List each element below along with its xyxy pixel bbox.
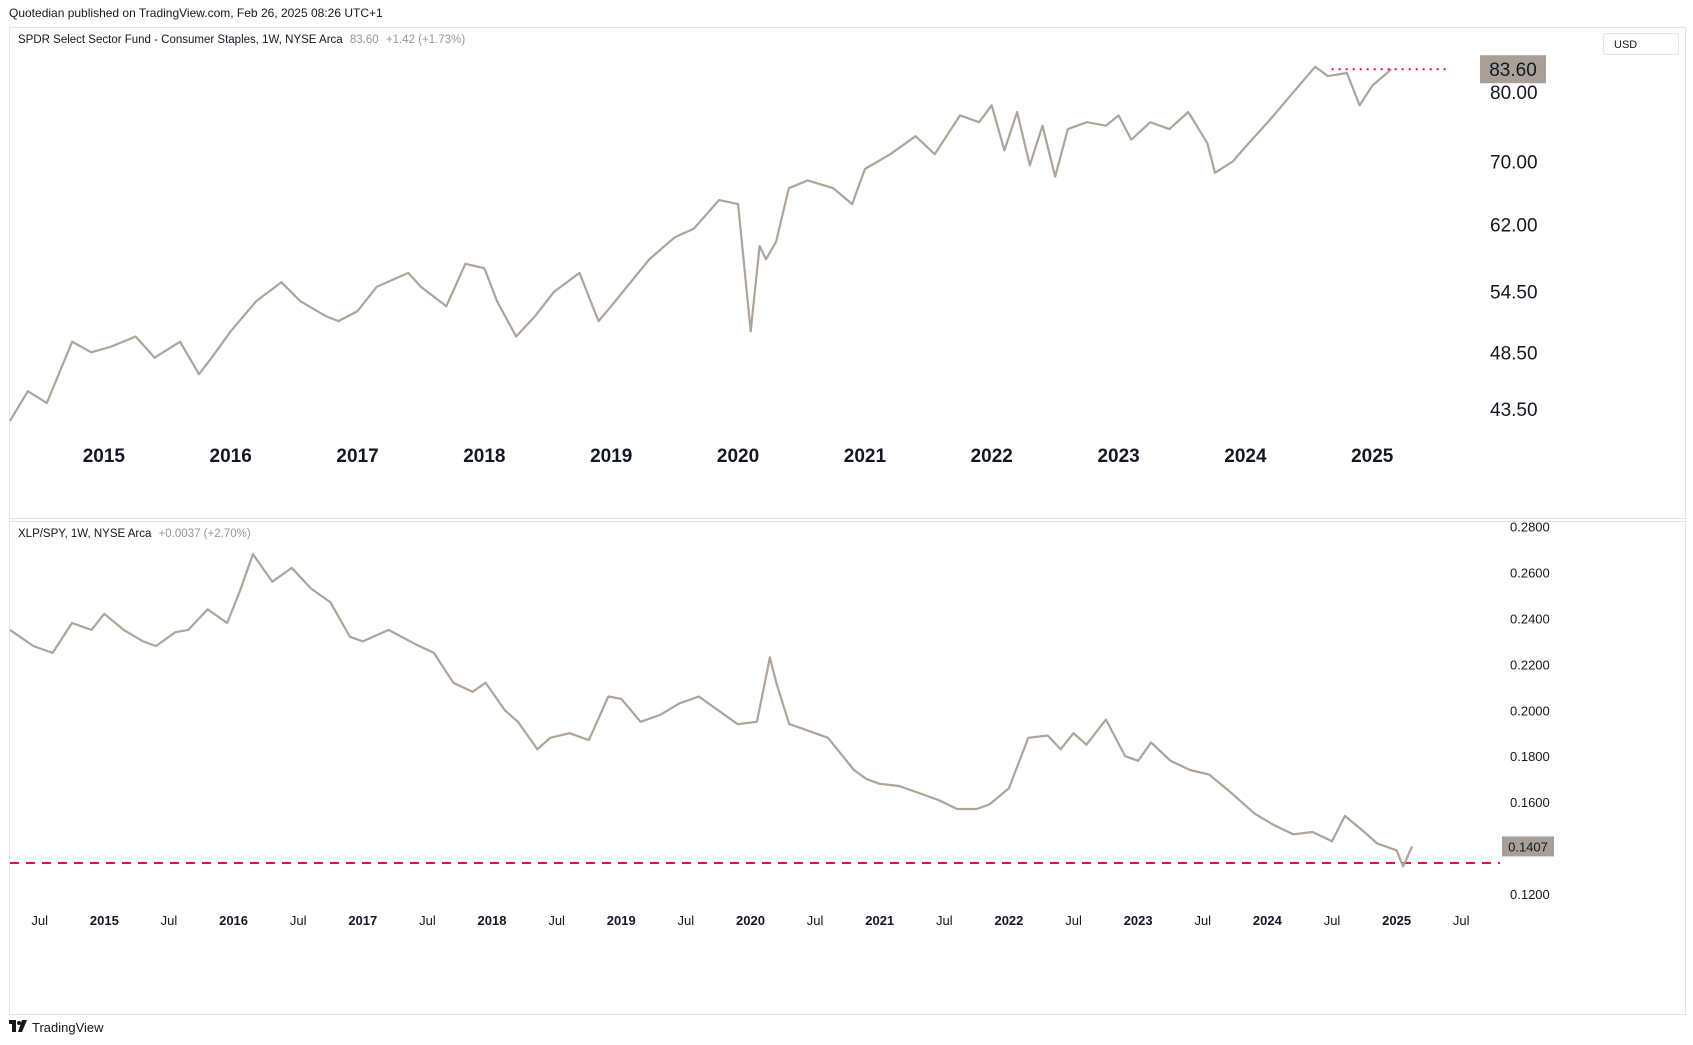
x-tick-label: 2018 <box>463 446 505 467</box>
y-tick-label: 0.1600 <box>1510 795 1550 810</box>
price-badge-label: 83.60 <box>1489 60 1537 81</box>
last-price: 83.60 <box>349 34 379 46</box>
x-tick-label: Jul <box>161 913 178 928</box>
x-tick-label: 2016 <box>219 913 248 928</box>
price-badge <box>1502 836 1554 857</box>
x-tick-label: 2022 <box>994 913 1023 928</box>
x-tick-label: 2017 <box>336 446 378 467</box>
y-tick-label: 0.2600 <box>1510 566 1550 581</box>
y-tick-label: 48.50 <box>1490 343 1538 364</box>
y-tick-label: 0.1200 <box>1510 887 1550 902</box>
y-tick-label: 0.2400 <box>1510 611 1550 626</box>
symbol-legend: SPDR Select Sector Fund - Consumer Stapl… <box>18 34 465 46</box>
x-tick-label: Jul <box>1065 913 1082 928</box>
x-tick-label: Jul <box>1194 913 1211 928</box>
ratio-chart-pane[interactable]: XLP/SPY, 1W, NYSE Arca +0.0037 (+2.70%) … <box>9 520 1686 1015</box>
x-tick-label: 2015 <box>83 446 126 467</box>
y-tick-label: 0.2800 <box>1510 520 1550 535</box>
x-tick-label: 2020 <box>736 913 765 928</box>
x-tick-label: 2017 <box>348 913 377 928</box>
x-tick-label: Jul <box>1324 913 1341 928</box>
x-tick-label: 2024 <box>1253 913 1283 928</box>
x-tick-label: 2018 <box>478 913 507 928</box>
price-chart-svg: 43.50 48.50 54.50 62.00 70.00 80.00 2015 2016 20… <box>9 55 1546 467</box>
x-tick-label: Jul <box>678 913 695 928</box>
x-tick-label: 2015 <box>90 913 119 928</box>
x-tick-label: 2023 <box>1124 913 1153 928</box>
x-tick-label: 2025 <box>1351 446 1394 467</box>
currency-selector[interactable]: USD <box>1603 33 1679 55</box>
x-tick-label: 2019 <box>607 913 636 928</box>
price-badge <box>1480 55 1546 84</box>
y-tick-label: 70.00 <box>1490 153 1538 174</box>
footer: TradingView <box>9 1019 104 1035</box>
ratio-legend: XLP/SPY, 1W, NYSE Arca +0.0037 (+2.70%) <box>18 528 251 540</box>
ratio-chart-svg: 0.12000.14000.16000.18000.20000.22000.24… <box>9 520 1554 928</box>
x-tick-label: 2021 <box>865 913 894 928</box>
x-tick-label: Jul <box>290 913 307 928</box>
x-tick-label: 2025 <box>1382 913 1411 928</box>
price-chart-pane[interactable]: SPDR Select Sector Fund - Consumer Stapl… <box>9 27 1686 519</box>
price-badge-label: 0.1407 <box>1508 839 1548 854</box>
footer-brand: TradingView <box>32 1019 104 1035</box>
publisher-credit: Quotedian published on TradingView.com, … <box>9 6 383 20</box>
ratio-change: +0.0037 (+2.70%) <box>158 528 251 540</box>
series-line <box>9 552 1414 868</box>
y-tick-label: 0.2000 <box>1510 703 1550 718</box>
y-tick-label: 62.00 <box>1490 216 1538 237</box>
x-tick-label: Jul <box>419 913 436 928</box>
x-tick-label: 2021 <box>844 446 887 467</box>
x-tick-label: Jul <box>1453 913 1470 928</box>
symbol-title: SPDR Select Sector Fund - Consumer Stapl… <box>18 34 343 46</box>
y-tick-label: 0.1800 <box>1510 749 1550 764</box>
x-tick-label: Jul <box>807 913 824 928</box>
x-tick-label: Jul <box>31 913 48 928</box>
y-tick-label: 80.00 <box>1490 83 1538 104</box>
x-tick-label: Jul <box>936 913 953 928</box>
x-tick-label: 2016 <box>210 446 252 467</box>
y-tick-label: 43.50 <box>1490 400 1538 421</box>
x-tick-label: 2020 <box>717 446 759 467</box>
x-tick-label: 2019 <box>590 446 632 467</box>
tradingview-logo-icon <box>9 1019 27 1035</box>
y-tick-label: 54.50 <box>1490 283 1538 304</box>
price-change: +1.42 (+1.73%) <box>385 34 466 46</box>
ratio-symbol-title: XLP/SPY, 1W, NYSE Arca <box>18 528 152 540</box>
y-tick-label: 0.2200 <box>1510 657 1550 672</box>
x-tick-label: 2022 <box>971 446 1013 467</box>
x-tick-label: 2023 <box>1097 446 1139 467</box>
series-line <box>9 65 1393 422</box>
x-tick-label: 2024 <box>1224 446 1267 467</box>
x-tick-label: Jul <box>548 913 565 928</box>
